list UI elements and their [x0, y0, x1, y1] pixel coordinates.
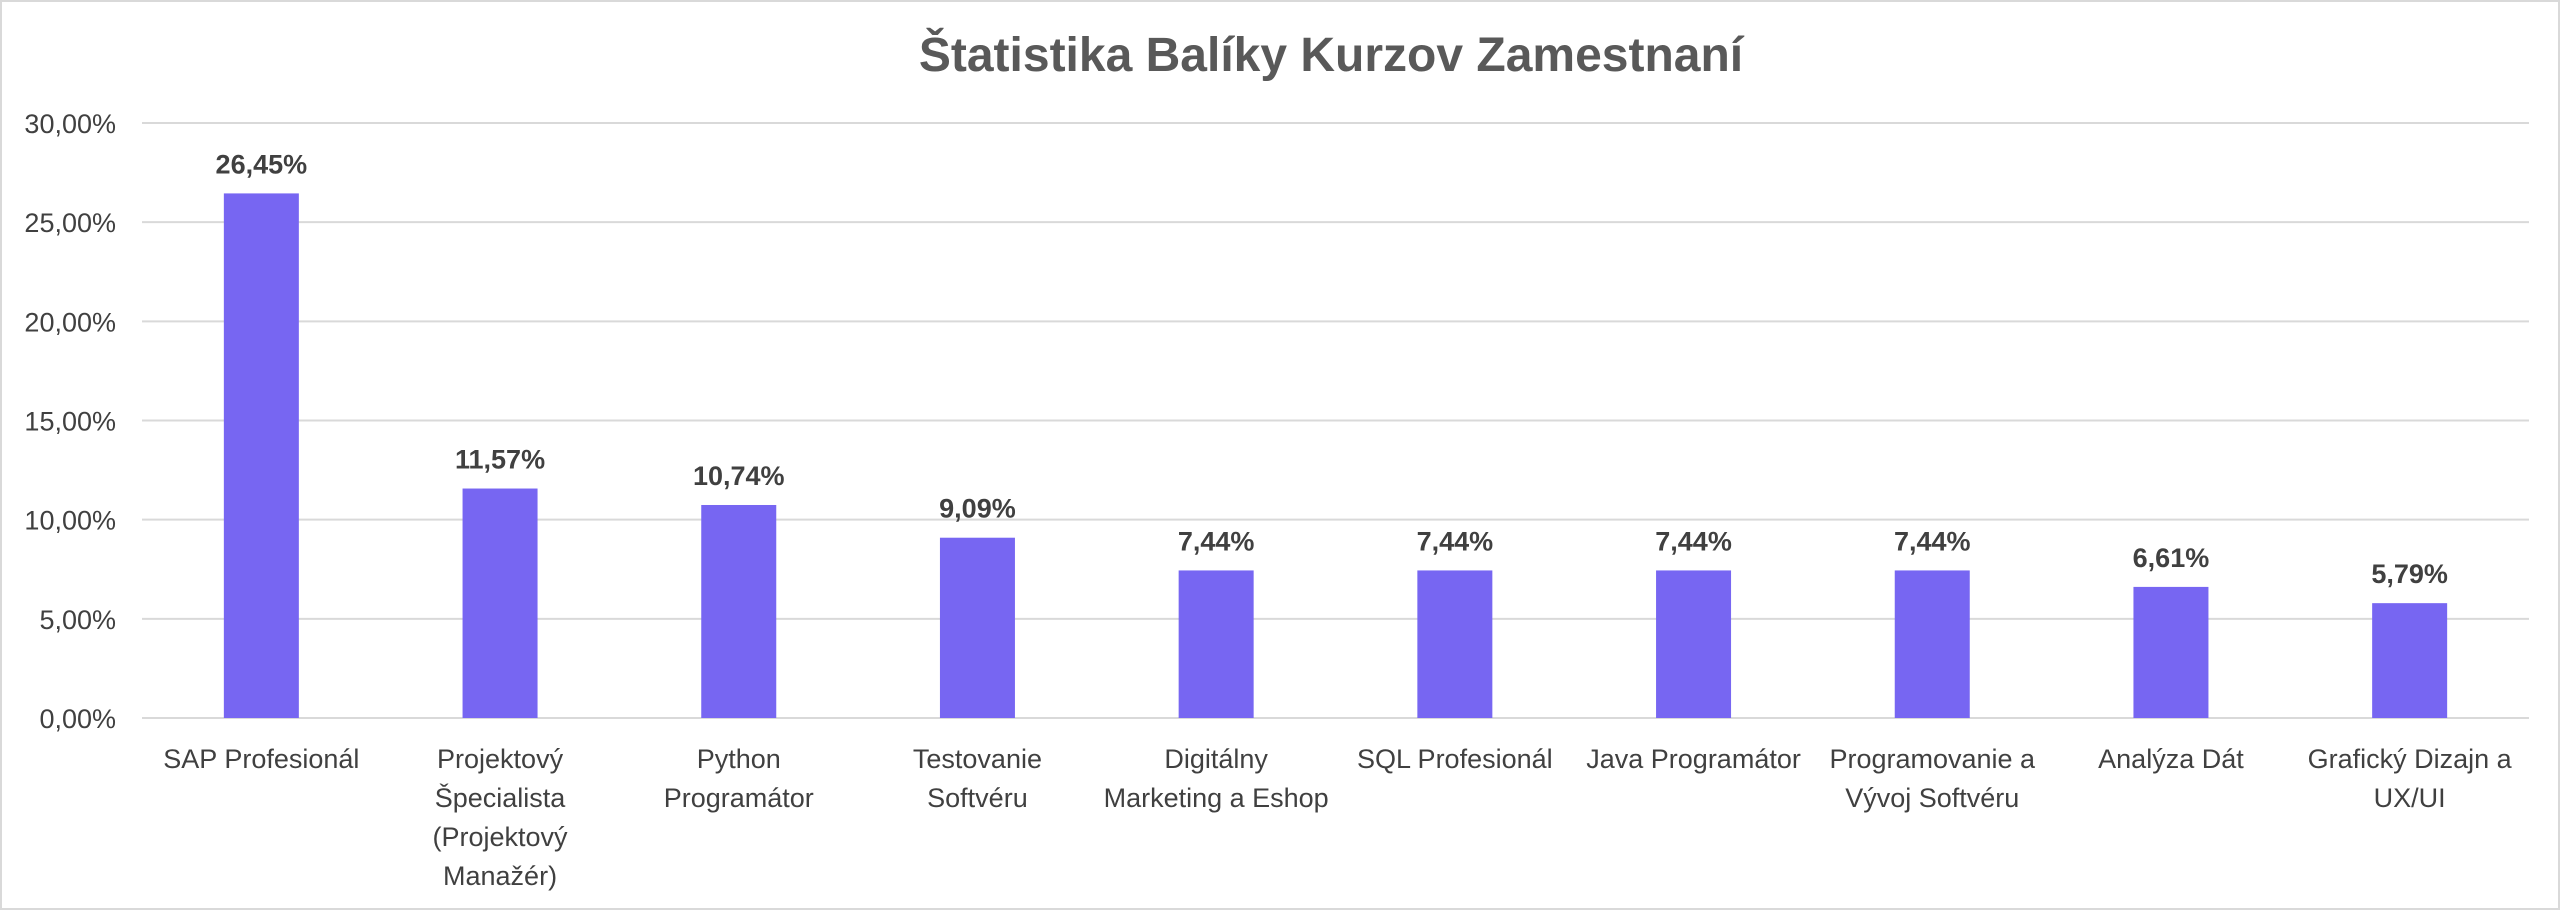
- category-label-line: Python: [697, 744, 781, 774]
- category-label: Grafický Dizajn a UX/UI: [2308, 744, 2513, 813]
- data-label: 7,44%: [1178, 526, 1255, 556]
- category-label-line: Špecialista: [435, 782, 567, 813]
- category-label-line: Programovanie a: [1829, 744, 2036, 774]
- y-tick-label: 10,00%: [24, 506, 116, 536]
- category-label: Python Programátor: [664, 744, 814, 813]
- category-label: SAP Profesionál: [163, 744, 359, 774]
- category-label: Java Programátor: [1586, 744, 1801, 774]
- category-label-line: SAP Profesionál: [163, 744, 359, 774]
- gridlines: [142, 122, 2529, 719]
- category-label: Projektový Špecialista (Projektový Manažér): [433, 744, 569, 891]
- category-label-line: Softvéru: [927, 783, 1028, 813]
- category-label: Digitálny Marketing a Eshop: [1104, 744, 1329, 813]
- data-label: 10,74%: [693, 461, 785, 491]
- bar: [701, 504, 777, 718]
- y-axis-tick-labels: 0,00% 5,00% 10,00% 15,00% 20,00% 25,00% 30,00%: [24, 109, 116, 734]
- category-label-line: UX/UI: [2374, 783, 2446, 813]
- bar: [1178, 570, 1254, 718]
- category-labels: SAP Profesionál Projektový Špecialista (Pro…: [163, 744, 2512, 891]
- category-label-line: Analýza Dát: [2098, 744, 2244, 774]
- y-tick-label: 15,00%: [24, 407, 116, 437]
- category-label-line: Manažér): [443, 861, 557, 891]
- category-label-line: Digitálny: [1164, 744, 1268, 774]
- category-label: Analýza Dát: [2098, 744, 2244, 774]
- data-label: 7,44%: [1655, 526, 1732, 556]
- bar: [1656, 570, 1732, 718]
- y-tick-label: 25,00%: [24, 208, 116, 238]
- bar: [1417, 570, 1493, 718]
- y-tick-label: 20,00%: [24, 307, 116, 337]
- data-label: 9,09%: [939, 494, 1016, 524]
- category-label-line: Projektový: [437, 744, 564, 774]
- category-label: SQL Profesionál: [1357, 744, 1553, 774]
- bar: [2372, 603, 2448, 718]
- data-label: 5,79%: [2371, 559, 2448, 589]
- y-tick-label: 0,00%: [39, 704, 116, 734]
- bar: [939, 537, 1015, 718]
- category-label-line: Marketing a Eshop: [1104, 783, 1329, 813]
- category-label-line: Grafický Dizajn a: [2308, 744, 2513, 774]
- bar: [223, 193, 299, 719]
- category-label-line: Vývoj Softvéru: [1845, 783, 2019, 813]
- data-label: 26,45%: [216, 149, 308, 179]
- bar: [1894, 570, 1970, 718]
- data-labels: 26,45% 11,57% 10,74% 9,09% 7,44% 7,44% 7,44% 7,…: [216, 149, 2448, 589]
- chart-title: Štatistika Balíky Kurzov Zamestnaní: [919, 27, 1745, 82]
- data-label: 7,44%: [1417, 526, 1494, 556]
- y-tick-label: 5,00%: [39, 605, 116, 635]
- category-label-line: (Projektový: [433, 822, 569, 852]
- category-label-line: Testovanie: [913, 744, 1042, 774]
- category-label-line: Programátor: [664, 783, 814, 813]
- data-label: 7,44%: [1894, 526, 1971, 556]
- category-label-line: Java Programátor: [1586, 744, 1801, 774]
- y-tick-label: 30,00%: [24, 109, 116, 139]
- bars: [223, 193, 2448, 719]
- bar: [2133, 586, 2209, 718]
- category-label-line: SQL Profesionál: [1357, 744, 1553, 774]
- category-label: Programovanie a Vývoj Softvéru: [1829, 744, 2036, 813]
- bar: [462, 488, 538, 718]
- category-label: Testovanie Softvéru: [913, 744, 1042, 813]
- data-label: 6,61%: [2133, 543, 2210, 573]
- data-label: 11,57%: [455, 445, 545, 475]
